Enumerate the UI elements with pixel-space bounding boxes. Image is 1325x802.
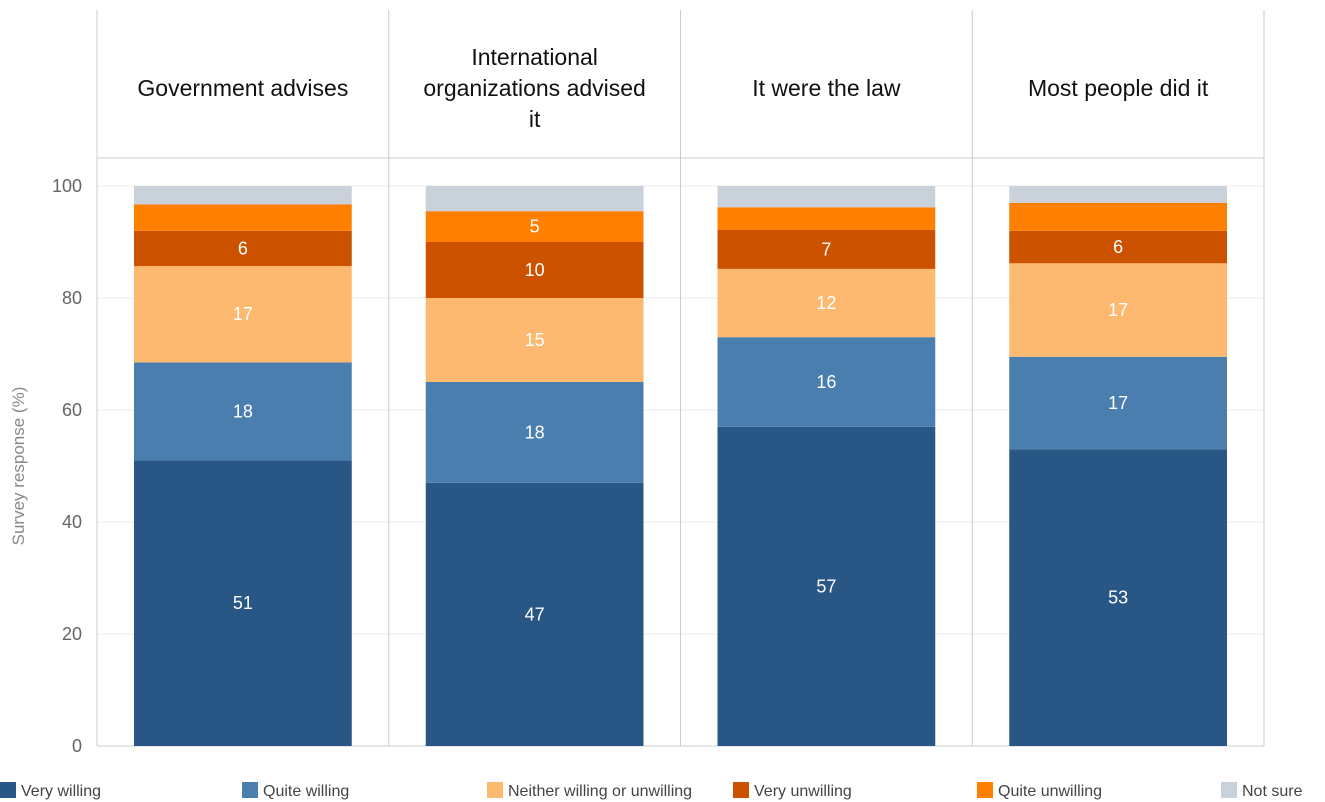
bar-value-label: 15 xyxy=(525,330,545,350)
bar-segment xyxy=(1009,356,1227,450)
bar-value-label: 17 xyxy=(1108,393,1128,413)
bar-segment xyxy=(717,207,936,230)
panel-titles: Government advises International organizat… xyxy=(137,44,1208,132)
y-tick-label: 20 xyxy=(62,624,82,644)
bar-value-label: 12 xyxy=(816,293,836,313)
bar-value-label: 6 xyxy=(238,238,248,258)
y-tick-label: 100 xyxy=(52,176,82,196)
bar-segment xyxy=(425,211,644,242)
legend-label: Quite unwilling xyxy=(998,783,1102,800)
legend-swatch xyxy=(0,782,16,798)
legend-label: Not sure xyxy=(1242,783,1303,800)
bar-segment xyxy=(1009,202,1227,231)
bar-value-label: 18 xyxy=(233,401,253,421)
bar-segment xyxy=(134,186,352,205)
y-tick-label: 40 xyxy=(62,512,82,532)
bar-segment xyxy=(717,268,936,338)
bar-segment xyxy=(1009,230,1227,264)
bar-segment xyxy=(134,362,352,461)
bar-value-label: 7 xyxy=(821,239,831,259)
legend-swatch xyxy=(242,782,258,798)
legend-label: Very willing xyxy=(21,783,101,800)
panel-title: Government advises xyxy=(137,75,348,101)
bar-value-label: 6 xyxy=(1113,237,1123,257)
bar-segment xyxy=(717,337,936,427)
bar-value-label: 57 xyxy=(816,576,836,596)
legend-swatch xyxy=(487,782,503,798)
y-tick-label: 60 xyxy=(62,400,82,420)
panel-title: It were the law xyxy=(752,75,901,101)
bar-segment xyxy=(425,298,644,382)
y-axis: Survey response (%) 0 20 40 60 80 100 xyxy=(9,176,82,756)
bar-value-label: 51 xyxy=(233,593,253,613)
bar-segment xyxy=(134,460,352,746)
bar-value-label: 18 xyxy=(525,422,545,442)
bar-value-label: 47 xyxy=(525,604,545,624)
bar-segment xyxy=(425,382,644,483)
bar-segment xyxy=(134,230,352,267)
bar-segment xyxy=(1009,449,1227,746)
legend-label: Neither willing or unwilling xyxy=(508,783,692,800)
bar-segment xyxy=(717,229,936,269)
bar-value-label: 17 xyxy=(233,304,253,324)
legend-swatch xyxy=(1221,782,1237,798)
legend-swatch xyxy=(977,782,993,798)
y-tick-label: 80 xyxy=(62,288,82,308)
legend-swatch xyxy=(733,782,749,798)
panel-title: International organizations advised it xyxy=(423,44,645,132)
panel-title: Most people did it xyxy=(1028,75,1209,101)
legend: Very willing Quite willing Neither willing… xyxy=(0,782,1303,800)
bar-segment xyxy=(1009,263,1227,357)
bar-value-label: 5 xyxy=(530,217,540,237)
y-tick-label: 0 xyxy=(72,736,82,756)
bar-segment xyxy=(425,482,644,746)
legend-label: Very unwilling xyxy=(754,783,852,800)
bar-segment xyxy=(134,266,352,363)
bar-segment xyxy=(134,204,352,231)
bar-value-label: 53 xyxy=(1108,588,1128,608)
bar-segment xyxy=(425,242,644,298)
bar-segment xyxy=(1009,186,1227,203)
bar-segment xyxy=(425,186,644,212)
bar-value-label: 16 xyxy=(816,372,836,392)
legend-label: Quite willing xyxy=(263,783,349,800)
bars: 51 18 17 6 47 18 15 10 5 57 16 12 7 53 17 17 6 xyxy=(134,186,1227,746)
bar-value-label: 17 xyxy=(1108,300,1128,320)
y-axis-title: Survey response (%) xyxy=(9,387,28,546)
bar-segment xyxy=(717,186,936,208)
bar-value-label: 10 xyxy=(525,260,545,280)
bar-segment xyxy=(717,426,936,746)
